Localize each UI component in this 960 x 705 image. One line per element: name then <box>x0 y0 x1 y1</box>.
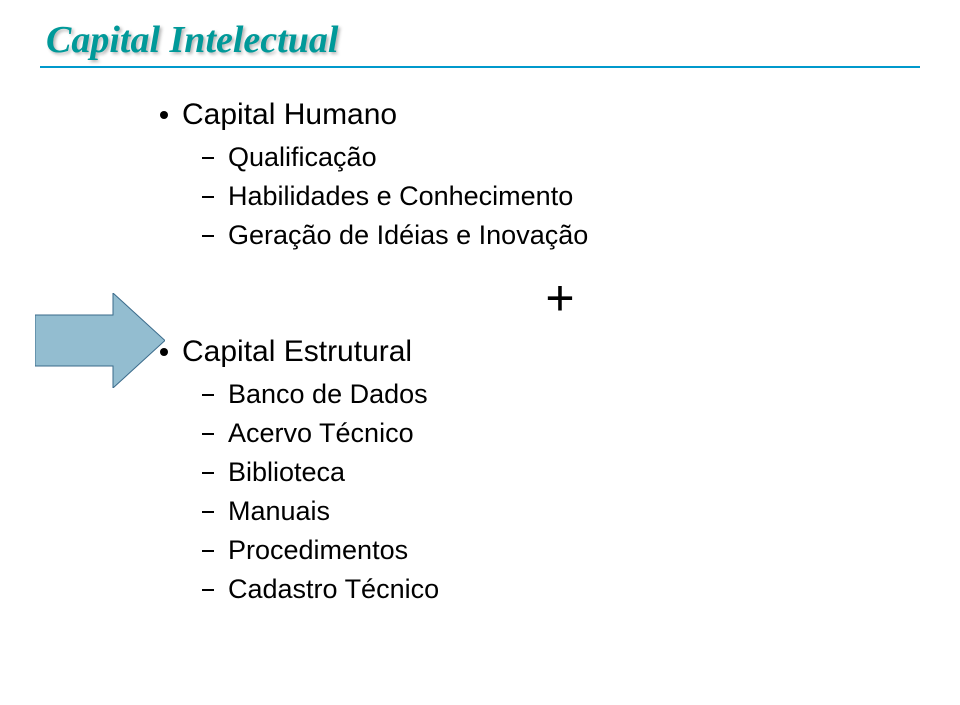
list-item-text: Geração de Idéias e Inovação <box>228 220 588 251</box>
bullet-dot-icon <box>160 111 168 119</box>
section-1: Capital Humano Qualificação Habilidades … <box>160 98 920 251</box>
list-item: Geração de Idéias e Inovação <box>202 220 920 251</box>
list-item-text: Biblioteca <box>228 457 345 488</box>
list-item: Banco de Dados <box>202 379 920 410</box>
plus-separator: + <box>160 269 920 327</box>
list-item: Habilidades e Conhecimento <box>202 181 920 212</box>
arrow-icon <box>35 293 165 388</box>
slide-content: Capital Humano Qualificação Habilidades … <box>40 98 920 605</box>
list-item: Qualificação <box>202 142 920 173</box>
bullet-dash-icon <box>202 394 214 396</box>
slide-title: Capital Intelectual <box>46 18 920 62</box>
list-item-text: Manuais <box>228 496 330 527</box>
bullet-dash-icon <box>202 235 214 237</box>
list-item-text: Habilidades e Conhecimento <box>228 181 573 212</box>
bullet-dash-icon <box>202 472 214 474</box>
list-item-text: Procedimentos <box>228 535 408 566</box>
list-item-text: Banco de Dados <box>228 379 428 410</box>
list-item: Biblioteca <box>202 457 920 488</box>
bullet-dash-icon <box>202 511 214 513</box>
list-item: Procedimentos <box>202 535 920 566</box>
section2-heading: Capital Estrutural <box>160 335 920 369</box>
section1-heading-text: Capital Humano <box>182 98 397 132</box>
arrow-path <box>35 293 165 388</box>
list-item-text: Acervo Técnico <box>228 418 414 449</box>
section2-heading-text: Capital Estrutural <box>182 335 412 369</box>
section1-heading: Capital Humano <box>160 98 920 132</box>
bullet-dash-icon <box>202 433 214 435</box>
list-item-text: Qualificação <box>228 142 377 173</box>
list-item: Acervo Técnico <box>202 418 920 449</box>
title-divider <box>40 66 920 68</box>
bullet-dash-icon <box>202 550 214 552</box>
bullet-dash-icon <box>202 157 214 159</box>
list-item-text: Cadastro Técnico <box>228 574 439 605</box>
slide-container: Capital Intelectual Capital Humano Quali… <box>0 0 960 705</box>
bullet-dash-icon <box>202 196 214 198</box>
section-2: Capital Estrutural Banco de Dados Acervo… <box>160 335 920 605</box>
list-item: Cadastro Técnico <box>202 574 920 605</box>
list-item: Manuais <box>202 496 920 527</box>
bullet-dash-icon <box>202 589 214 591</box>
